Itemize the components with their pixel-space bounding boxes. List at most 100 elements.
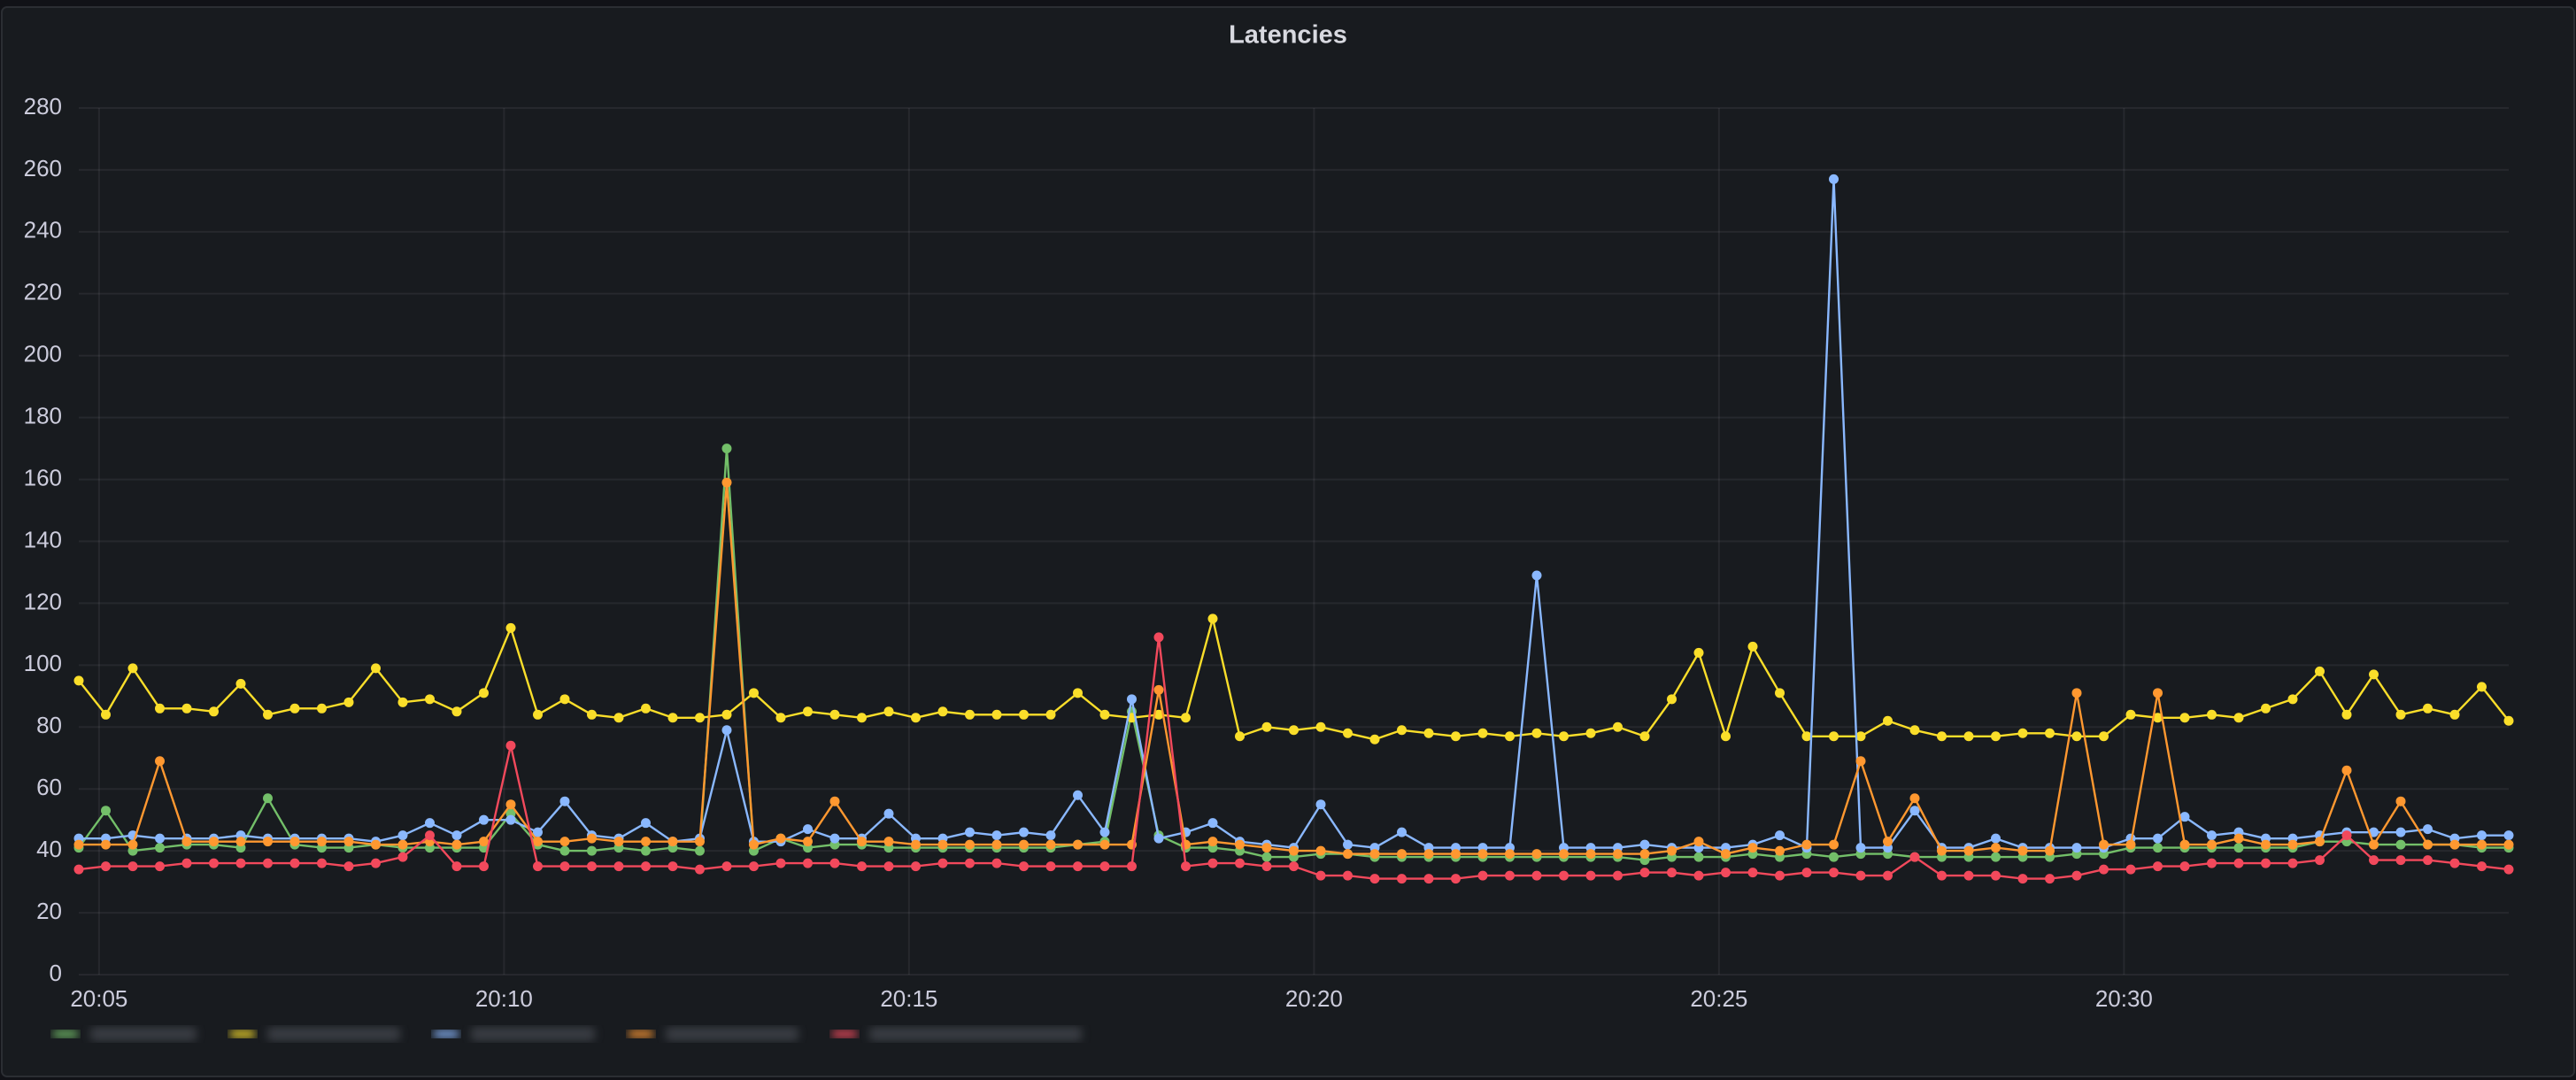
- data-point: [1397, 849, 1407, 860]
- data-point: [2287, 694, 2298, 705]
- data-point: [343, 697, 354, 707]
- data-point: [2369, 827, 2379, 837]
- data-point: [695, 864, 705, 875]
- data-point: [2153, 861, 2163, 872]
- data-point: [1883, 870, 1893, 881]
- data-point: [1207, 858, 1218, 868]
- data-point: [127, 861, 138, 872]
- data-point: [317, 837, 327, 847]
- data-point: [2071, 731, 2082, 742]
- data-point: [1369, 874, 1380, 884]
- data-point: [1369, 849, 1380, 860]
- data-point: [1855, 731, 1866, 742]
- data-point: [587, 833, 597, 844]
- legend-swatch: [53, 1030, 78, 1038]
- data-point: [965, 827, 975, 837]
- data-point: [2423, 839, 2433, 850]
- data-point: [1747, 868, 1758, 878]
- data-point: [101, 709, 111, 720]
- data-point: [2099, 864, 2109, 875]
- data-point: [505, 814, 516, 825]
- data-point: [1045, 839, 1056, 850]
- data-point: [1909, 806, 1920, 816]
- data-point: [559, 796, 570, 806]
- legend-label-obscured: [471, 1027, 595, 1041]
- data-point: [181, 837, 192, 847]
- data-point: [2207, 830, 2217, 841]
- data-point: [1343, 849, 1353, 860]
- data-point: [829, 709, 840, 720]
- legend-label-obscured: [90, 1027, 197, 1041]
- data-point: [2395, 855, 2406, 866]
- data-point: [1019, 861, 1029, 872]
- x-tick-label: 20:25: [1690, 985, 1747, 1012]
- data-point: [2045, 845, 2055, 856]
- data-point: [1991, 731, 2001, 742]
- data-point: [397, 839, 408, 850]
- data-point: [289, 837, 300, 847]
- data-point: [181, 703, 192, 714]
- data-point: [1585, 728, 1596, 738]
- data-point: [2449, 839, 2460, 850]
- data-point: [2017, 845, 2028, 856]
- data-point: [721, 444, 732, 454]
- data-point: [2153, 713, 2163, 723]
- data-point: [2477, 830, 2487, 841]
- data-point: [235, 837, 246, 847]
- data-point: [775, 858, 786, 868]
- data-point: [695, 713, 705, 723]
- data-point: [1991, 843, 2001, 853]
- data-point: [883, 808, 894, 819]
- x-tick-label: 20:20: [1285, 985, 1343, 1012]
- data-point: [1991, 833, 2001, 844]
- y-tick-label: 260: [24, 155, 62, 181]
- legend-swatch: [629, 1030, 653, 1038]
- data-point: [1451, 874, 1461, 884]
- data-point: [155, 703, 165, 714]
- data-point: [613, 713, 624, 723]
- data-point: [2341, 765, 2352, 775]
- legend-swatch: [230, 1030, 255, 1038]
- data-point: [2503, 715, 2514, 726]
- data-point: [641, 845, 651, 856]
- data-point: [1315, 799, 1326, 810]
- data-point: [2125, 839, 2136, 850]
- data-point: [2125, 864, 2136, 875]
- data-point: [2315, 666, 2325, 676]
- data-point: [73, 675, 84, 686]
- data-point: [803, 858, 813, 868]
- data-point: [2395, 796, 2406, 806]
- data-point: [451, 861, 462, 872]
- data-point: [2477, 839, 2487, 850]
- data-point: [1775, 870, 1785, 881]
- data-point: [1829, 852, 1839, 862]
- data-point: [1343, 870, 1353, 881]
- data-point: [2423, 824, 2433, 835]
- data-point: [1153, 709, 1164, 720]
- legend-swatch: [832, 1030, 857, 1038]
- data-point: [695, 837, 705, 847]
- data-point: [397, 852, 408, 862]
- data-point: [1937, 731, 1947, 742]
- data-point: [317, 858, 327, 868]
- data-point: [857, 861, 867, 872]
- data-point: [587, 709, 597, 720]
- data-point: [1451, 849, 1461, 860]
- data-point: [1585, 849, 1596, 860]
- data-point: [829, 796, 840, 806]
- data-point: [1991, 870, 2001, 881]
- data-point: [749, 861, 759, 872]
- data-point: [127, 839, 138, 850]
- data-point: [937, 706, 948, 717]
- data-point: [2233, 833, 2244, 844]
- data-point: [2207, 839, 2217, 850]
- data-point: [1775, 845, 1785, 856]
- data-point: [1559, 870, 1569, 881]
- data-point: [2153, 688, 2163, 698]
- data-point: [1559, 731, 1569, 742]
- data-point: [263, 837, 273, 847]
- data-point: [991, 839, 1002, 850]
- data-point: [2153, 833, 2163, 844]
- data-point: [991, 858, 1002, 868]
- data-point: [1613, 721, 1623, 732]
